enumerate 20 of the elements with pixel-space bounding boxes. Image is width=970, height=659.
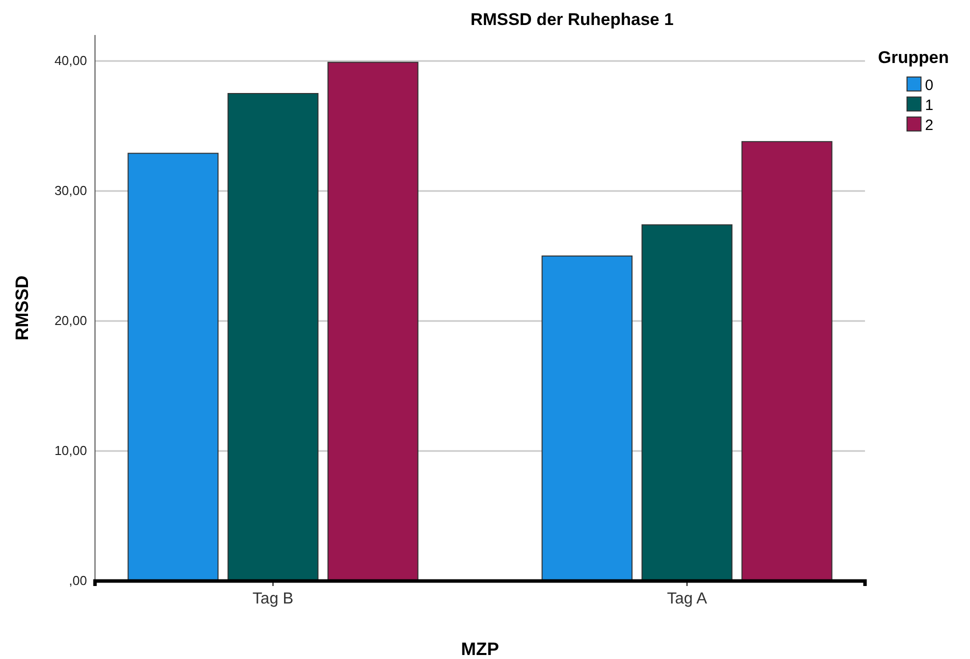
y-tick-label: 30,00 (54, 183, 87, 198)
chart-title: RMSSD der Ruhephase 1 (470, 10, 674, 29)
x-tick-label: Tag B (252, 590, 294, 608)
bar (327, 62, 418, 582)
bar (542, 256, 633, 582)
legend-label: 2 (925, 117, 934, 134)
legend-title: Gruppen (878, 48, 949, 67)
x-tick-label: Tag A (666, 590, 708, 608)
bar (642, 224, 732, 582)
y-axis-title: RMSSD (12, 275, 32, 341)
bar (741, 141, 832, 582)
y-tick-label: 40,00 (54, 53, 87, 68)
bar (128, 152, 219, 582)
y-tick-label: 10,00 (54, 443, 87, 458)
legend-label: 0 (925, 77, 934, 94)
legend-label: 1 (925, 97, 934, 114)
y-tick-label: 20,00 (54, 313, 87, 328)
x-axis-title: MZP (461, 639, 499, 659)
y-tick-label: ,00 (68, 573, 87, 588)
bar (228, 93, 318, 582)
